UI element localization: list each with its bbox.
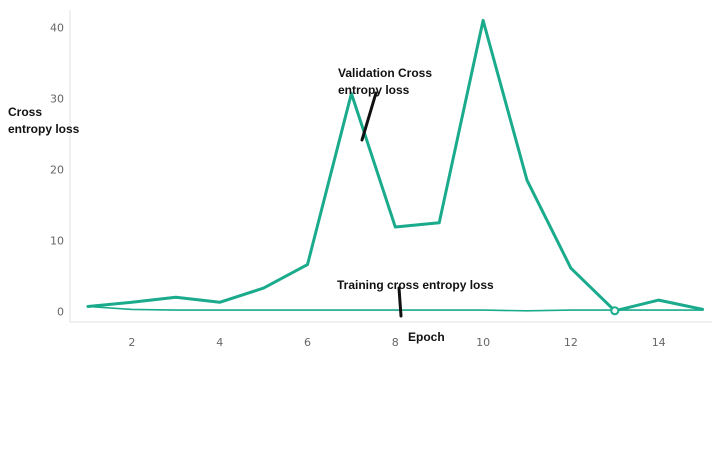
x-tick-label: 10 [476,336,490,349]
y-tick-label: 0 [57,306,64,319]
x-tick-label: 4 [216,336,223,349]
y-tick-labels: 0 10 20 30 40 [50,22,64,319]
series-lines [86,18,705,313]
x-tick-label: 12 [564,336,578,349]
x-tick-label: 6 [304,336,311,349]
y-tick-label: 40 [50,22,64,35]
y-tick-label: 10 [50,235,64,248]
x-tick-label: 14 [652,336,666,349]
y-tick-label: 20 [50,164,64,177]
y-axis-label-line-2: entropy loss [8,122,80,136]
y-axis-label-line-1: Cross [8,105,42,119]
training-annotation-pointer [397,286,403,318]
training-loss-line [87,305,704,312]
y-tick-label: 30 [50,93,64,106]
validation-annotation-line-2: entropy loss [338,83,410,97]
x-tick-labels: 2 4 6 8 10 12 14 [128,336,665,349]
x-tick-label: 8 [392,336,399,349]
validation-annotation-line-1: Validation Cross [338,66,432,80]
validation-loss-line [86,18,705,313]
x-tick-label: 2 [128,336,135,349]
epoch-13-marker [610,306,620,316]
training-annotation: Training cross entropy loss [337,278,494,292]
x-axis-label: Epoch [408,330,445,344]
validation-annotation-pointer [360,91,378,142]
